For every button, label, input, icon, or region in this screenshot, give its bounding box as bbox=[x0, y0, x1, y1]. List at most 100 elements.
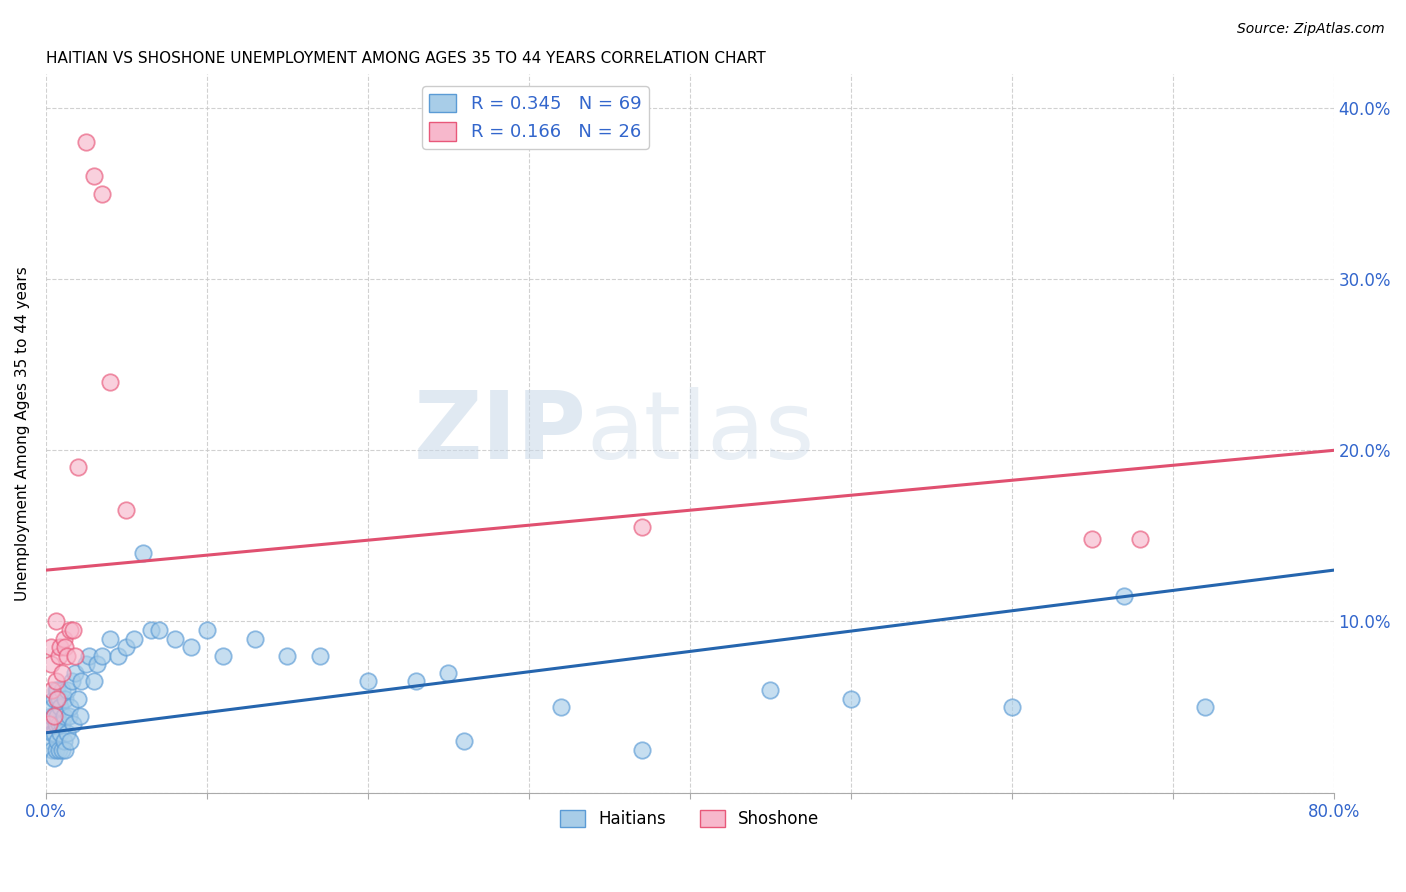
Point bbox=[91, 186, 114, 201]
Point bbox=[39, 640, 62, 655]
Point bbox=[212, 648, 235, 663]
Point bbox=[42, 751, 65, 765]
Legend: Haitians, Shoshone: Haitians, Shoshone bbox=[554, 803, 825, 835]
Point bbox=[131, 546, 153, 560]
Point bbox=[45, 717, 67, 731]
Point bbox=[405, 674, 427, 689]
Point bbox=[276, 648, 298, 663]
Point bbox=[67, 691, 90, 706]
Point bbox=[59, 734, 82, 748]
Point bbox=[56, 725, 79, 739]
Point bbox=[148, 623, 170, 637]
Point bbox=[45, 682, 67, 697]
Point bbox=[124, 632, 146, 646]
Point bbox=[51, 743, 73, 757]
Point bbox=[56, 648, 79, 663]
Point bbox=[39, 734, 62, 748]
Text: Source: ZipAtlas.com: Source: ZipAtlas.com bbox=[1237, 22, 1385, 37]
Point bbox=[1194, 700, 1216, 714]
Point bbox=[38, 717, 60, 731]
Text: ZIP: ZIP bbox=[413, 387, 586, 479]
Point bbox=[48, 717, 70, 731]
Point bbox=[48, 648, 70, 663]
Point bbox=[115, 503, 138, 517]
Point bbox=[45, 615, 67, 629]
Point bbox=[59, 623, 82, 637]
Point bbox=[58, 708, 80, 723]
Point bbox=[1129, 533, 1152, 547]
Point bbox=[91, 648, 114, 663]
Point bbox=[42, 708, 65, 723]
Point bbox=[357, 674, 380, 689]
Point bbox=[139, 623, 162, 637]
Point bbox=[52, 632, 75, 646]
Point bbox=[42, 691, 65, 706]
Point bbox=[46, 691, 69, 706]
Point bbox=[46, 682, 69, 697]
Point bbox=[180, 640, 202, 655]
Point bbox=[39, 708, 62, 723]
Point bbox=[39, 657, 62, 672]
Point bbox=[83, 674, 105, 689]
Point bbox=[1081, 533, 1104, 547]
Point bbox=[62, 717, 84, 731]
Point bbox=[115, 640, 138, 655]
Point bbox=[56, 682, 79, 697]
Point bbox=[67, 460, 90, 475]
Point bbox=[1001, 700, 1024, 714]
Point bbox=[63, 648, 86, 663]
Y-axis label: Unemployment Among Ages 35 to 44 years: Unemployment Among Ages 35 to 44 years bbox=[15, 266, 30, 600]
Point bbox=[630, 520, 652, 534]
Point bbox=[52, 734, 75, 748]
Text: atlas: atlas bbox=[586, 387, 815, 479]
Point bbox=[83, 169, 105, 184]
Point bbox=[52, 708, 75, 723]
Point bbox=[42, 725, 65, 739]
Point bbox=[51, 682, 73, 697]
Point bbox=[195, 623, 218, 637]
Point bbox=[48, 691, 70, 706]
Point bbox=[437, 665, 460, 680]
Point bbox=[59, 700, 82, 714]
Point bbox=[107, 648, 129, 663]
Point bbox=[308, 648, 330, 663]
Point bbox=[46, 734, 69, 748]
Point bbox=[41, 700, 63, 714]
Point bbox=[839, 691, 862, 706]
Point bbox=[1114, 589, 1136, 603]
Point bbox=[49, 700, 72, 714]
Point bbox=[53, 743, 76, 757]
Point bbox=[69, 708, 91, 723]
Point bbox=[759, 682, 782, 697]
Point bbox=[98, 375, 121, 389]
Point bbox=[51, 717, 73, 731]
Point bbox=[42, 708, 65, 723]
Point bbox=[41, 682, 63, 697]
Point bbox=[53, 640, 76, 655]
Point bbox=[245, 632, 267, 646]
Point bbox=[453, 734, 475, 748]
Point bbox=[79, 648, 101, 663]
Point bbox=[75, 135, 97, 149]
Point bbox=[49, 640, 72, 655]
Point bbox=[45, 743, 67, 757]
Point bbox=[53, 691, 76, 706]
Point bbox=[60, 674, 83, 689]
Point bbox=[49, 725, 72, 739]
Point bbox=[70, 674, 93, 689]
Point bbox=[38, 717, 60, 731]
Point bbox=[550, 700, 572, 714]
Point bbox=[98, 632, 121, 646]
Point bbox=[163, 632, 186, 646]
Point bbox=[45, 674, 67, 689]
Point bbox=[62, 623, 84, 637]
Point bbox=[51, 665, 73, 680]
Point bbox=[86, 657, 108, 672]
Point bbox=[75, 657, 97, 672]
Point bbox=[41, 743, 63, 757]
Point bbox=[46, 708, 69, 723]
Point bbox=[630, 743, 652, 757]
Point bbox=[41, 725, 63, 739]
Point bbox=[48, 743, 70, 757]
Point bbox=[63, 665, 86, 680]
